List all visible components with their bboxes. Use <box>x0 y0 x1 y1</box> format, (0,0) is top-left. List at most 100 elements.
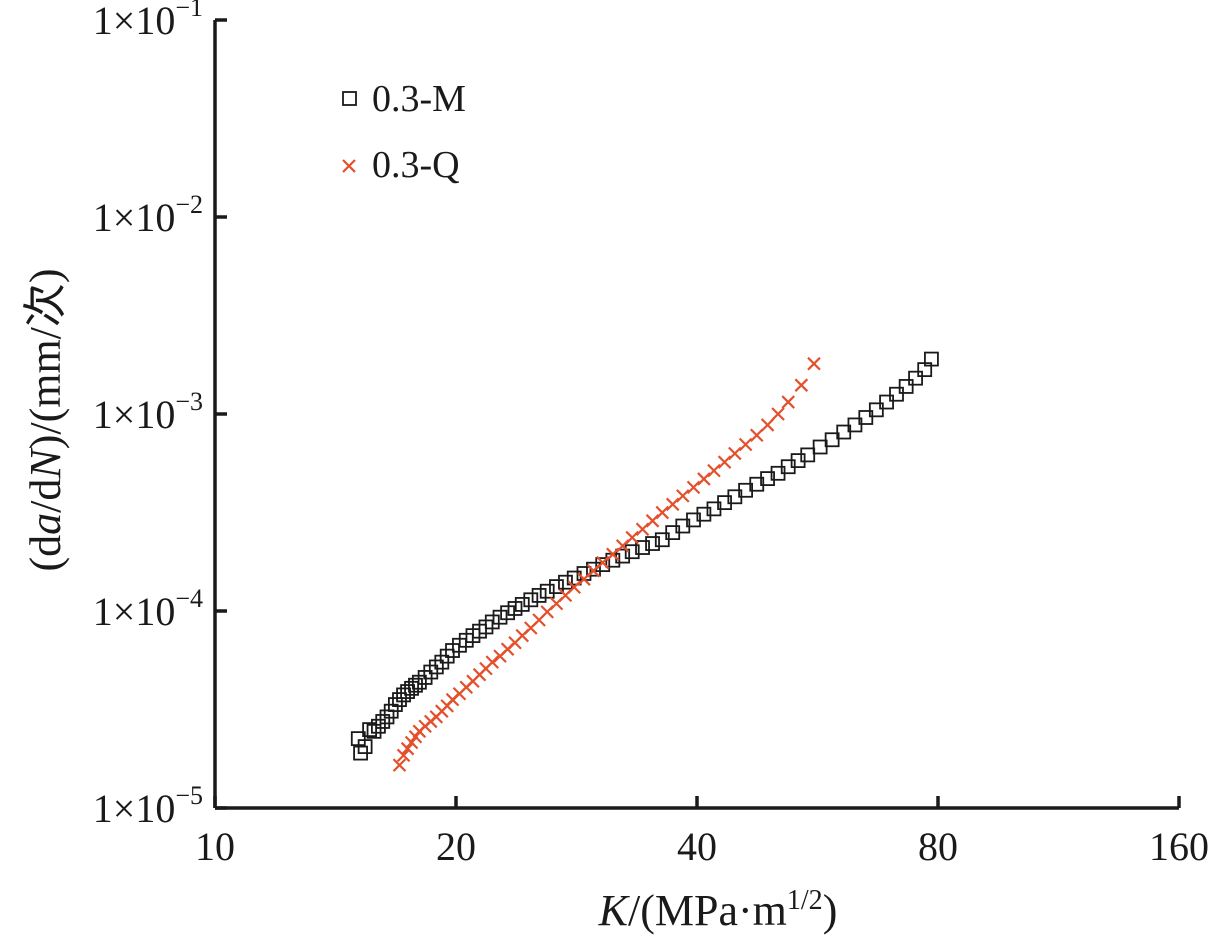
data-point <box>392 758 407 772</box>
data-point <box>812 439 828 455</box>
data-point <box>595 557 611 573</box>
data-point <box>749 428 764 443</box>
data-point <box>357 739 373 754</box>
y-tick-label-exp: −3 <box>175 387 203 416</box>
y-tick-label-base: 1×10 <box>93 786 176 831</box>
data-point <box>625 530 639 545</box>
data-point <box>707 463 721 478</box>
legend-label-0-3-q: 0.3-Q <box>372 144 460 186</box>
data-point <box>531 588 547 603</box>
data-point <box>655 505 670 520</box>
data-point <box>676 489 690 503</box>
data-point <box>539 583 555 599</box>
y-tick-label-exp: −2 <box>175 190 203 219</box>
data-point <box>366 723 382 739</box>
x-axis-title-symbol: K <box>598 886 631 935</box>
y-axis-title-n: N <box>21 447 70 480</box>
x-tick-label-4: 160 <box>1149 824 1209 869</box>
data-point <box>485 655 500 669</box>
data-point <box>697 472 711 486</box>
data-point <box>645 536 660 551</box>
data-point <box>566 570 582 586</box>
data-point <box>728 446 742 461</box>
legend-label-0-3-m: 0.3-M <box>372 78 466 120</box>
x-tick-label-1: 20 <box>436 824 476 869</box>
data-point <box>396 748 411 763</box>
y-axis-title-a: a <box>21 513 70 535</box>
series-0-3-q <box>392 356 821 772</box>
series-0-3-m <box>350 351 939 761</box>
data-point <box>635 540 650 555</box>
data-point <box>428 659 444 675</box>
data-point <box>567 580 582 595</box>
data-point <box>549 579 564 595</box>
y-tick-label-base: 1×10 <box>93 0 176 43</box>
data-point <box>408 677 423 693</box>
data-point <box>760 471 775 486</box>
data-point <box>400 741 415 756</box>
data-point <box>898 379 914 394</box>
data-point <box>423 664 439 680</box>
data-point <box>717 455 732 469</box>
data-point <box>665 497 680 512</box>
data-point <box>908 370 923 386</box>
x-tick-label-3: 80 <box>918 824 958 869</box>
data-point <box>807 356 821 371</box>
legend: 0.3-M 0.3-Q <box>342 78 466 186</box>
y-tick-label-exp: −4 <box>175 584 203 613</box>
data-point <box>595 555 610 570</box>
y-tick-label-0: 1×10−5 <box>93 781 203 831</box>
y-tick-label-exp: −5 <box>175 781 203 810</box>
data-point <box>362 722 378 738</box>
legend-marker-square <box>342 91 357 106</box>
x-axis-title-close: ) <box>823 886 838 935</box>
y-tick-label-4: 1×10−1 <box>93 0 203 43</box>
y-axis-title: (da/dN)/(mm/次) <box>21 268 70 571</box>
legend-marker-x <box>342 159 356 173</box>
data-point <box>924 351 939 367</box>
y-tick-label-base: 1×10 <box>93 589 176 634</box>
data-point <box>771 407 785 421</box>
plot-marks <box>350 351 939 772</box>
data-point <box>375 714 391 729</box>
data-point <box>635 522 650 537</box>
data-point <box>858 410 874 425</box>
y-axis-title-post: )/(mm/次) <box>21 268 70 449</box>
axis-ticks: 10 20 40 80 1601×10−51×10−41×10−31×10−21×10−… <box>93 0 1209 869</box>
data-point <box>794 378 809 392</box>
data-point <box>760 418 775 432</box>
y-axis-title-mid: /d <box>21 479 70 513</box>
y-tick-label-base: 1×10 <box>93 195 176 240</box>
data-point <box>889 386 904 402</box>
y-axis-title-pre: (d <box>21 535 70 572</box>
data-point <box>868 402 884 418</box>
x-tick-label-0: 10 <box>195 824 235 869</box>
data-point <box>738 437 753 452</box>
data-point <box>847 417 863 433</box>
x-axis-title-sup: 1/2 <box>787 885 823 916</box>
data-point <box>484 614 500 630</box>
data-point <box>586 561 601 577</box>
data-point <box>781 395 795 409</box>
data-point <box>492 609 508 625</box>
data-point <box>624 544 640 560</box>
data-point <box>514 597 530 612</box>
data-point <box>696 506 712 522</box>
x-tick-label-2: 40 <box>677 824 717 869</box>
data-point <box>523 592 539 608</box>
data-point <box>800 447 816 463</box>
y-tick-label-1: 1×10−4 <box>93 584 203 634</box>
data-point <box>824 432 840 448</box>
y-tick-label-base: 1×10 <box>93 392 176 437</box>
data-point <box>371 718 386 734</box>
data-point <box>558 574 573 590</box>
data-point <box>500 605 516 621</box>
data-point <box>387 697 403 712</box>
y-tick-label-exp: −1 <box>175 0 203 22</box>
data-point <box>404 735 419 750</box>
x-axis-title: K/(MPa·m1/2) <box>598 885 838 935</box>
data-point <box>879 394 894 410</box>
y-tick-label-3: 1×10−2 <box>93 190 203 240</box>
x-axis-title-unit: /(MPa·m <box>628 886 787 935</box>
